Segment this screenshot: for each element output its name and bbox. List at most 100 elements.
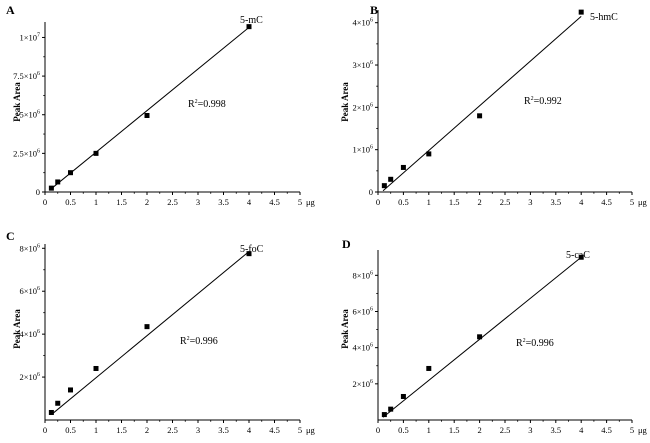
y-tick-label: 4×106 <box>352 18 373 28</box>
data-point <box>388 406 394 412</box>
x-tick-label: 5 <box>630 425 634 435</box>
y-tick-exponent: 6 <box>37 329 40 335</box>
y-tick-exponent: 6 <box>37 110 40 116</box>
data-point <box>68 387 73 393</box>
data-points <box>381 9 584 189</box>
data-point <box>578 254 584 260</box>
x-tick-label: 2 <box>477 197 481 207</box>
y-tick-label: 8×106 <box>19 243 40 253</box>
data-point <box>48 409 54 415</box>
x-tick-label: 3 <box>528 197 532 207</box>
y-tick-label: 2.5×106 <box>13 148 40 158</box>
y-tick-exponent: 6 <box>370 306 373 312</box>
y-axis-label: Peak Area <box>340 309 350 349</box>
y-tick-base: 4×10 <box>352 18 370 28</box>
y-axis-label: Peak Area <box>340 82 350 122</box>
r-squared-label: R2=0.998 <box>188 99 226 110</box>
fit-line <box>382 15 582 192</box>
r-squared-label: R2=0.996 <box>180 336 218 347</box>
data-point <box>578 9 584 15</box>
series-label: 5-foC <box>240 244 264 255</box>
axes <box>375 250 633 423</box>
y-axis-label: Peak Area <box>12 309 22 349</box>
fit-line <box>49 27 250 191</box>
x-tick-label: 3.5 <box>218 197 229 207</box>
y-tick-base: 2×10 <box>352 102 370 112</box>
y-tick-base: 5×10 <box>19 110 37 120</box>
r-squared-label: R2=0.996 <box>516 338 554 349</box>
y-tick-exponent: 6 <box>37 148 40 154</box>
x-tick-label: 2.5 <box>167 425 178 435</box>
x-tick-label: 1 <box>427 197 431 207</box>
data-point <box>388 176 394 182</box>
data-point <box>68 170 73 176</box>
r2-value: =0.996 <box>190 336 218 347</box>
x-tick-label: 3.5 <box>218 425 229 435</box>
y-tick-base: 6×10 <box>19 286 37 296</box>
y-tick-exponent: 6 <box>37 243 40 249</box>
x-tick-label: 5 <box>298 197 302 207</box>
data-point <box>400 164 406 170</box>
y-tick-base: 2.5×10 <box>13 148 37 158</box>
x-tick-label: 5 <box>630 197 634 207</box>
x-tick-labels: 0 0.5 1 1.5 2 2.5 3 3.5 4 4.5 5 <box>43 197 302 207</box>
x-tick-label: 4 <box>247 425 252 435</box>
y-tick-label: 2×106 <box>352 379 373 389</box>
x-tick-label: 4.5 <box>269 197 280 207</box>
x-tick-label: 3 <box>528 425 532 435</box>
x-tick-label: 3 <box>196 197 200 207</box>
panel-letter: D <box>342 237 351 251</box>
panel-b: B 5-hmC Peak Area 01×1062×1063×1064×106 … <box>340 3 648 207</box>
y-tick-label: 5×106 <box>19 110 40 120</box>
r2-exponent: 2 <box>187 336 190 342</box>
x-unit-label: μg <box>638 197 648 207</box>
x-tick-labels: 0 0.5 1 1.5 2 2.5 3 3.5 4 4.5 5 <box>376 197 634 207</box>
x-tick-label: 3.5 <box>550 197 561 207</box>
r2-value: =0.998 <box>198 99 226 110</box>
fit-line <box>382 256 582 418</box>
x-tick-label: 0.5 <box>398 197 409 207</box>
x-tick-label: 4 <box>247 197 252 207</box>
data-point <box>93 365 99 371</box>
y-tick-exponent: 6 <box>37 71 40 77</box>
y-tick-exponent: 6 <box>370 270 373 276</box>
y-tick-label: 2×106 <box>352 102 373 112</box>
x-tick-label: 3.5 <box>550 425 561 435</box>
y-tick-exponent: 6 <box>370 343 373 349</box>
r2-symbol: R <box>188 99 195 110</box>
x-tick-label: 1.5 <box>449 425 460 435</box>
x-tick-label: 1 <box>427 425 431 435</box>
x-tick-label: 2.5 <box>500 197 511 207</box>
x-tick-label: 0.5 <box>65 425 76 435</box>
r2-exponent: 2 <box>531 96 534 102</box>
data-point <box>381 412 387 418</box>
y-tick-base: 4×10 <box>19 329 37 339</box>
panel-a: A 5-mC Peak Area 02.5×1065×1067.5×1061×1… <box>6 3 316 207</box>
y-tick-exponent: 6 <box>370 60 373 66</box>
panel-letter: C <box>6 229 15 243</box>
y-tick-base: 1×10 <box>19 32 37 42</box>
axes <box>42 244 301 423</box>
y-tick-exponent: 7 <box>37 32 40 38</box>
data-point <box>426 151 432 157</box>
y-axis-label: Peak Area <box>12 82 22 122</box>
y-tick-label: 1×107 <box>19 32 40 42</box>
x-tick-label: 4 <box>579 197 584 207</box>
axes <box>375 10 633 195</box>
x-tick-label: 0.5 <box>65 197 76 207</box>
data-point <box>381 183 387 189</box>
panel-letter: A <box>6 3 15 17</box>
data-point <box>93 150 99 156</box>
y-tick-label: 0 <box>36 187 40 197</box>
data-point <box>144 324 150 330</box>
y-tick-label: 0 <box>369 187 373 197</box>
x-tick-label: 2.5 <box>500 425 511 435</box>
data-point <box>55 179 61 185</box>
data-point <box>477 334 483 340</box>
